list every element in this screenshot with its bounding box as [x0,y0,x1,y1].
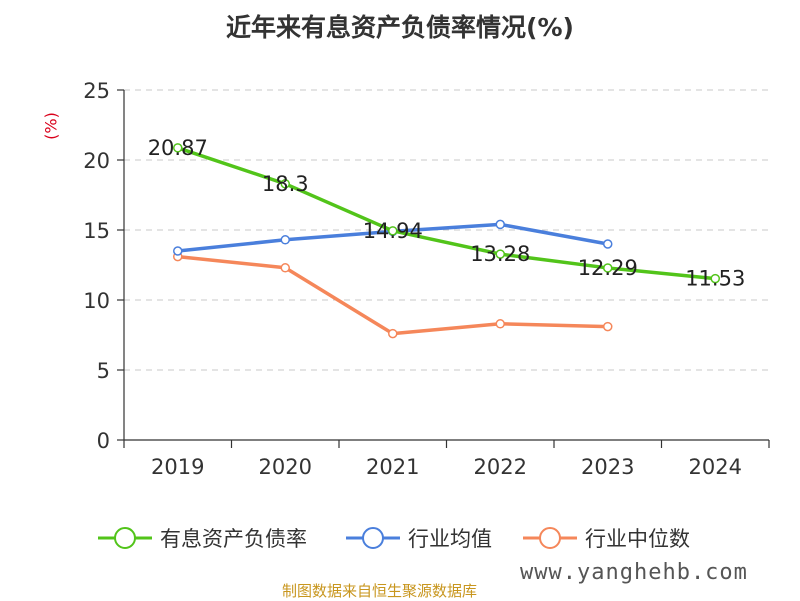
data-point [280,235,290,245]
x-tick-label: 2023 [581,455,634,479]
data-point [173,143,183,153]
legend-marker-icon [523,527,577,549]
legend-marker-icon [98,527,152,549]
data-point [710,273,720,284]
data-label: 20.87 [148,136,208,160]
y-tick-label: 15 [83,219,110,243]
data-label: 11.53 [685,267,745,291]
legend-marker-icon [346,527,400,549]
data-point [603,321,613,332]
legend-label: 有息资产负债率 [160,527,307,551]
watermark: www.yanghehb.com [520,560,748,585]
y-tick-label: 10 [83,289,110,313]
y-tick-label: 5 [97,359,110,383]
legend-item: 有息资产负债率 [98,518,307,558]
data-label: 13.28 [470,242,530,266]
y-tick-label: 20 [83,149,110,173]
x-tick-label: 2024 [689,455,742,479]
legend-item: 行业中位数 [523,518,690,558]
data-point [495,219,505,230]
x-tick-label: 2022 [474,455,527,479]
series-line [177,254,608,336]
data-point [388,226,398,236]
x-tick-label: 2021 [366,455,419,479]
legend-label: 行业中位数 [585,527,690,551]
y-tick-label: 25 [83,79,110,103]
x-tick-label: 2019 [151,455,204,479]
legend-item: 行业均值 [346,518,492,558]
data-label: 12.29 [578,256,638,280]
x-tick-label: 2020 [259,455,312,479]
data-label: 18.3 [262,172,309,196]
data-point [495,319,505,329]
source-note: 制图数据来自恒生聚源数据库 [282,582,478,600]
data-point [173,246,183,256]
series-line [177,146,716,281]
data-point [280,263,290,273]
data-point [603,263,613,273]
chart-title: 近年来有息资产负债率情况(%) [226,13,574,42]
data-label: 14.94 [363,219,423,243]
data-point [495,249,505,259]
y-tick-label: 0 [97,429,110,453]
legend-label: 行业均值 [408,527,492,551]
legend: 有息资产负债率 行业均值 行业中位数 [0,518,800,558]
data-point [603,239,613,249]
data-point [388,328,398,339]
data-point [280,179,290,189]
